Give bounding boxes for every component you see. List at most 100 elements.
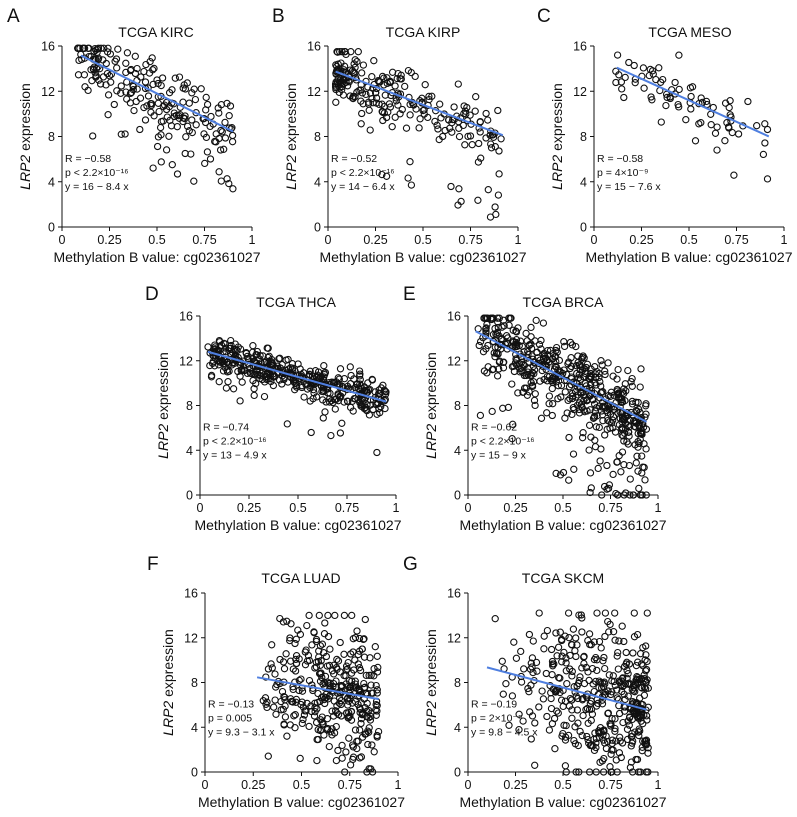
data-point <box>87 66 95 74</box>
data-point <box>576 673 584 681</box>
data-point <box>560 721 568 729</box>
data-point <box>613 387 622 395</box>
data-point <box>381 390 390 398</box>
data-point <box>92 73 100 81</box>
data-point <box>488 407 496 416</box>
data-point <box>340 611 349 620</box>
data-point <box>281 713 290 721</box>
x-tick-label: 0 <box>202 778 209 792</box>
data-point <box>89 132 97 140</box>
data-point <box>596 678 604 687</box>
data-point <box>353 744 361 753</box>
data-point <box>636 383 644 391</box>
data-point <box>615 637 623 645</box>
data-point <box>155 107 163 116</box>
data-point <box>321 408 329 416</box>
panel-title: TCGA BRCA <box>523 294 605 310</box>
data-point <box>360 679 368 688</box>
data-point <box>482 134 490 142</box>
data-point <box>601 664 609 673</box>
data-point <box>336 48 344 56</box>
data-point <box>307 428 315 437</box>
data-point <box>365 671 373 680</box>
data-point <box>537 336 545 345</box>
data-point <box>373 448 381 457</box>
data-point <box>728 128 736 137</box>
data-point <box>525 341 533 350</box>
data-point <box>448 119 456 127</box>
panel-letter: E <box>403 284 416 305</box>
data-point <box>455 124 463 132</box>
data-point <box>207 373 216 381</box>
data-point <box>531 719 539 727</box>
data-point <box>113 87 121 95</box>
data-point <box>344 658 352 667</box>
panel-e: E TCGA BRCA 0 0.25 0.5 0.75 1 0 4 8 12 16 Methylatio… <box>403 284 667 533</box>
data-point <box>605 628 613 636</box>
x-tick-label: 0.5 <box>680 233 697 247</box>
data-point <box>218 358 227 366</box>
x-tick-label: 0.25 <box>97 233 121 247</box>
data-point <box>471 107 479 115</box>
y-tick-label: 12 <box>41 85 55 99</box>
data-point <box>520 361 529 370</box>
data-point <box>561 736 570 744</box>
data-point <box>568 641 576 649</box>
data-point <box>224 378 232 386</box>
data-point <box>638 684 646 692</box>
data-point <box>620 389 628 398</box>
data-point <box>494 191 503 199</box>
data-points <box>474 314 651 499</box>
x-tick-label: 0.25 <box>363 233 387 247</box>
y-tick-label: 8 <box>314 130 321 144</box>
data-point <box>599 402 608 410</box>
data-point <box>592 739 600 747</box>
data-point <box>674 100 682 109</box>
data-point <box>343 82 352 90</box>
data-point <box>730 171 738 179</box>
data-point <box>268 664 276 672</box>
data-point <box>531 761 539 769</box>
y-tick-label: 12 <box>307 85 321 99</box>
data-point <box>158 74 167 82</box>
data-point <box>606 392 614 401</box>
data-point <box>565 476 573 484</box>
data-point <box>350 60 358 68</box>
data-point <box>586 469 595 477</box>
data-point <box>549 400 557 408</box>
data-point <box>336 668 344 676</box>
data-point <box>133 64 141 73</box>
data-point <box>530 396 539 405</box>
data-point <box>388 68 397 76</box>
data-point <box>107 78 115 86</box>
data-point <box>183 79 191 87</box>
data-point <box>500 322 508 330</box>
data-point <box>613 652 621 660</box>
data-point <box>474 158 483 166</box>
data-point <box>577 611 585 619</box>
data-point <box>596 758 604 766</box>
data-point <box>323 726 332 734</box>
data-point <box>522 371 530 380</box>
data-point <box>329 682 337 691</box>
data-point <box>634 398 642 407</box>
data-point <box>565 702 574 710</box>
data-point <box>524 350 532 359</box>
data-point <box>464 132 472 141</box>
data-point <box>628 374 636 383</box>
data-point <box>354 650 362 659</box>
data-point <box>600 726 608 734</box>
data-point <box>583 360 592 368</box>
data-point <box>625 714 634 722</box>
data-point <box>433 121 441 129</box>
data-point <box>319 414 327 422</box>
data-point <box>421 81 429 89</box>
data-point <box>460 109 468 118</box>
data-point <box>350 395 358 403</box>
y-tick-label: 4 <box>48 175 55 189</box>
data-point <box>358 69 366 77</box>
data-point <box>493 314 502 322</box>
data-point <box>310 712 319 720</box>
data-point <box>585 630 594 638</box>
y-tick-label: 12 <box>184 631 198 645</box>
